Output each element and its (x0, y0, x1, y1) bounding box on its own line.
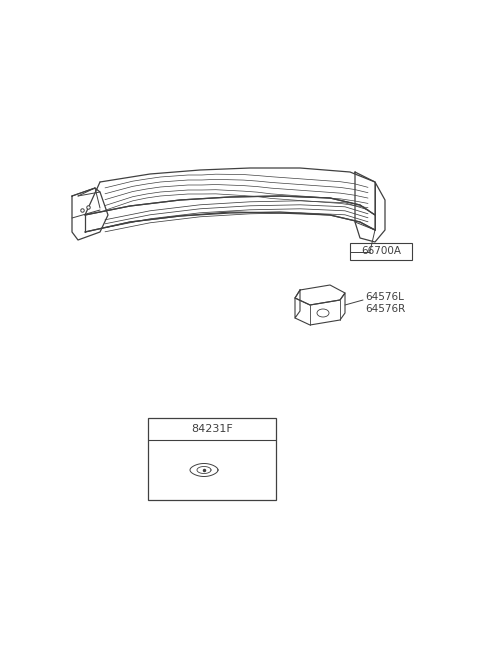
Text: 84231F: 84231F (191, 424, 233, 434)
Text: 66700A: 66700A (361, 246, 401, 257)
Bar (148, 418, 276, 500)
Ellipse shape (317, 309, 329, 317)
Text: 64576L: 64576L (365, 292, 404, 302)
Bar (350, 243, 412, 260)
Text: 64576R: 64576R (365, 304, 405, 314)
